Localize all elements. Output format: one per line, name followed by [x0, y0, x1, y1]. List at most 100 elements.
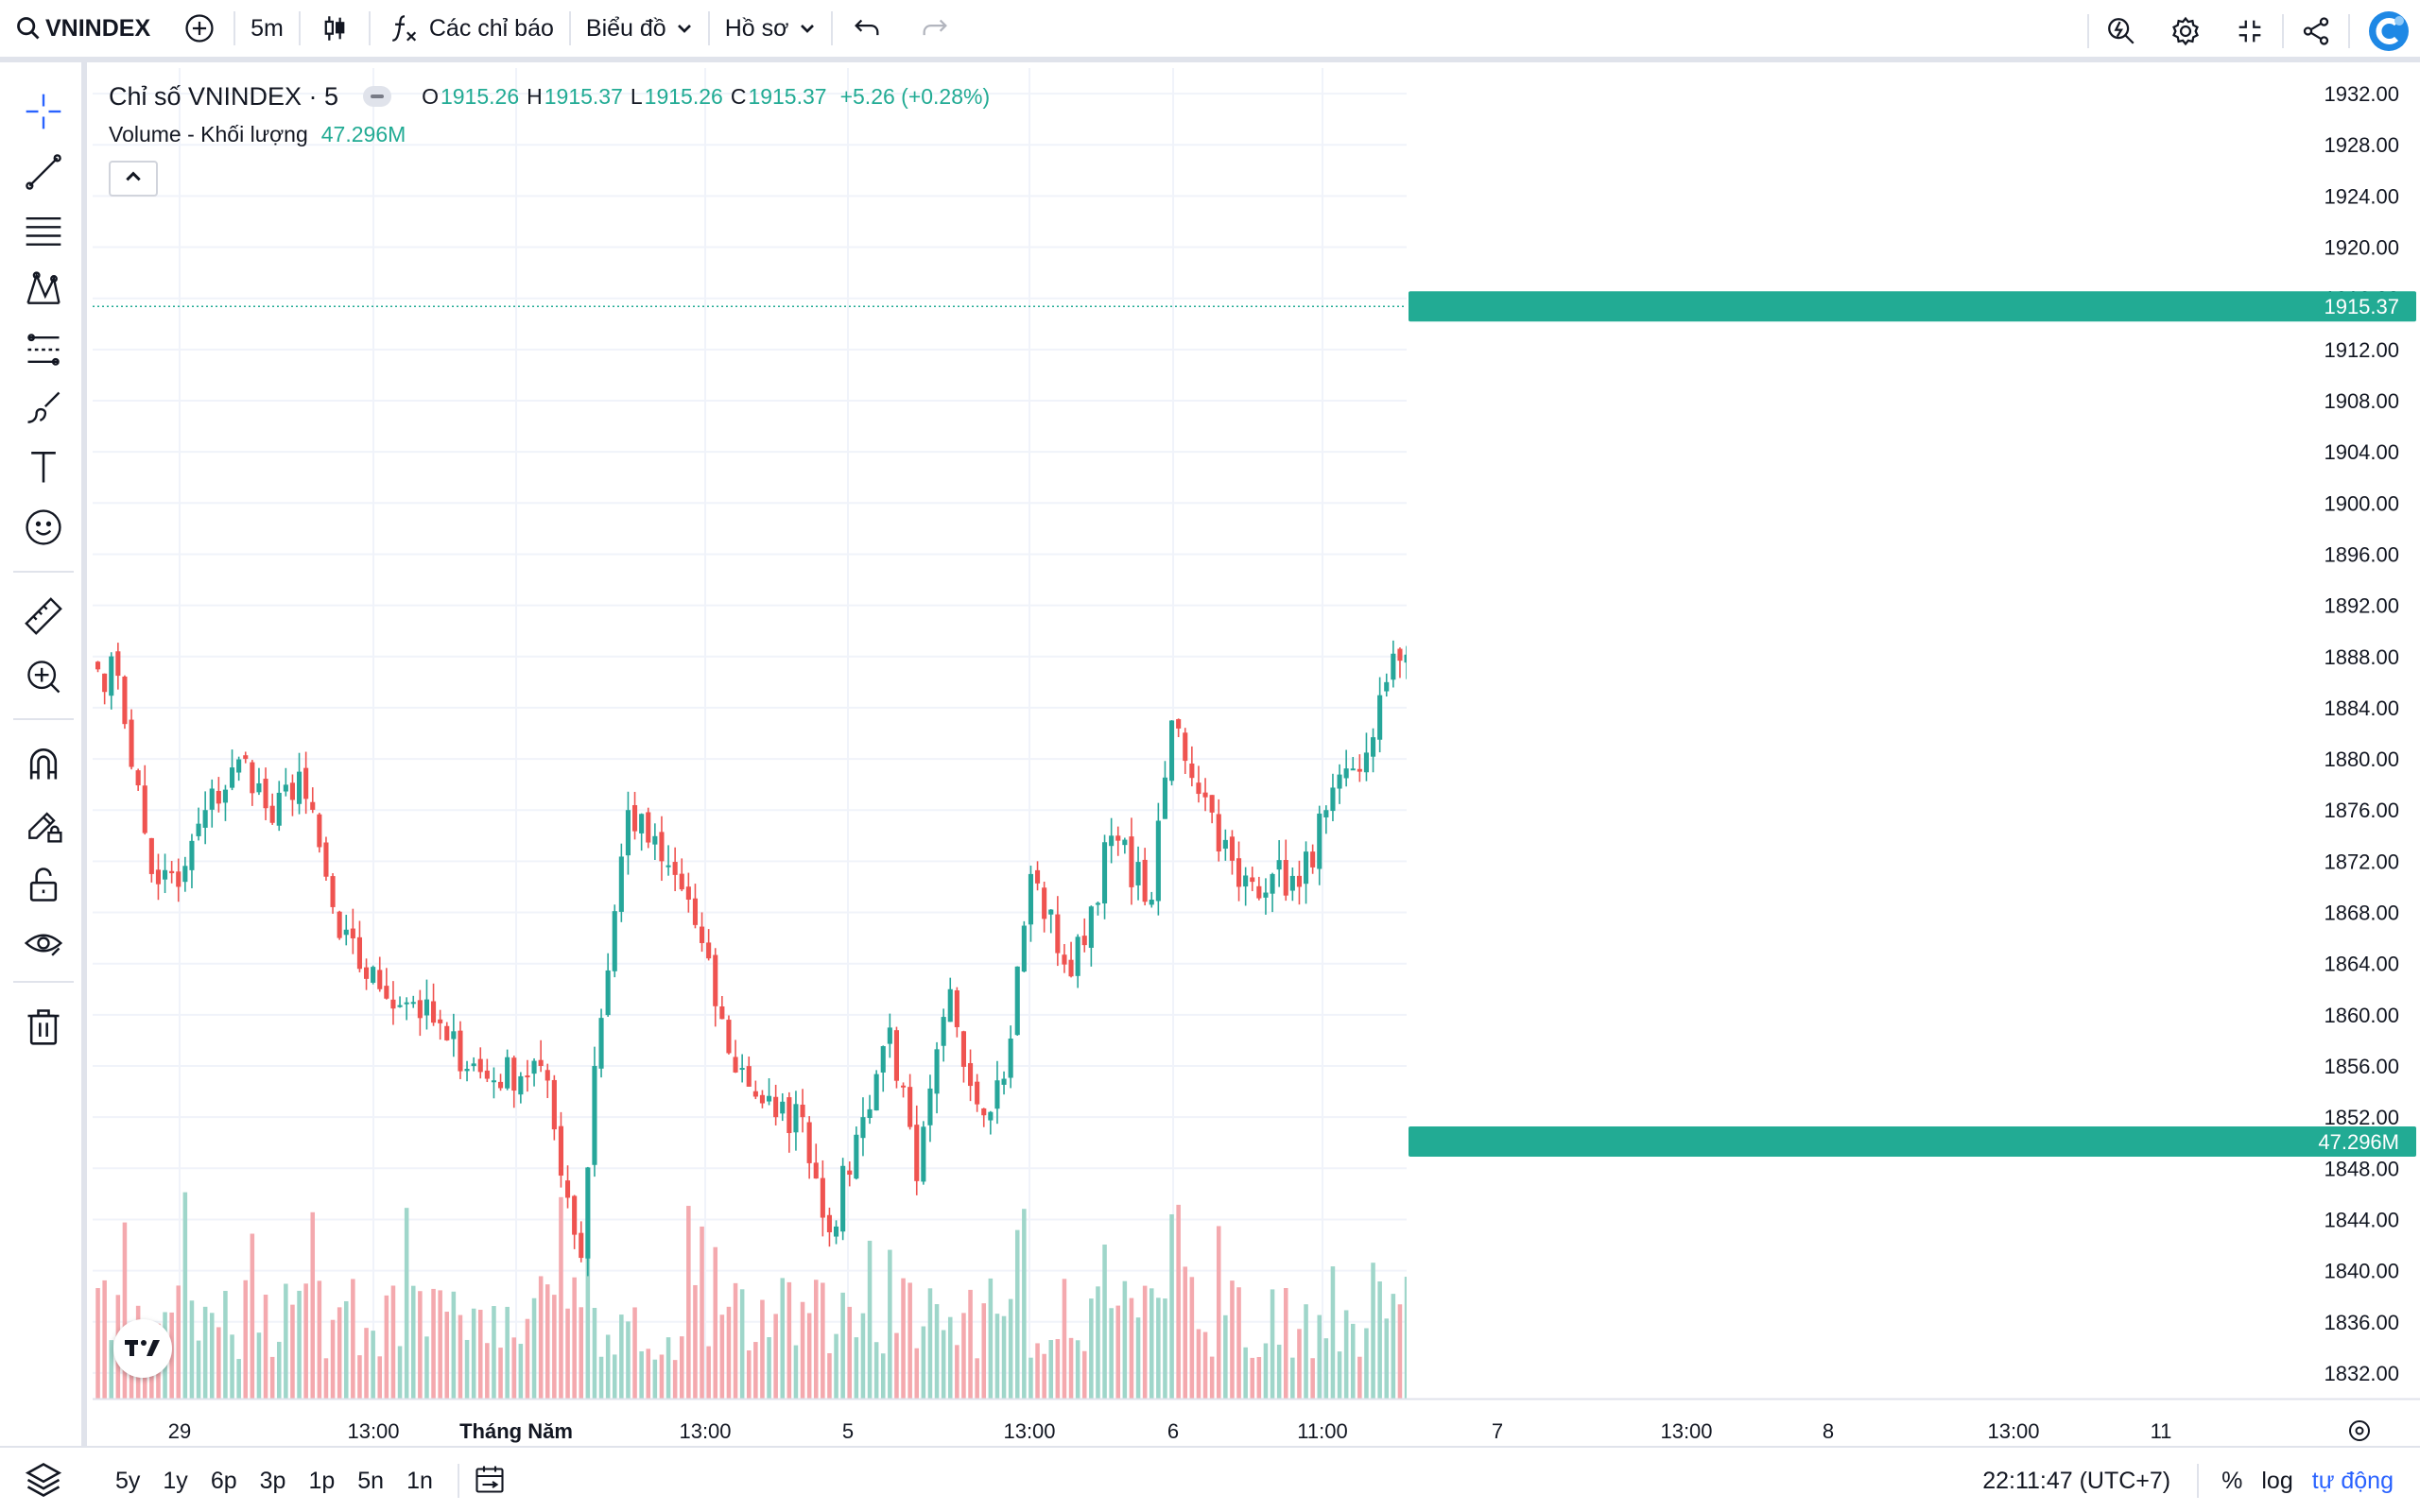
crosshair-icon[interactable] [17, 85, 70, 138]
calendar-icon[interactable] [473, 1462, 507, 1501]
lock-drawing-icon[interactable] [17, 798, 70, 850]
candle-body [625, 810, 631, 856]
y-tick-label: 1844.00 [2324, 1208, 2399, 1231]
volume-bar [585, 1222, 591, 1399]
unlock-icon[interactable] [17, 858, 70, 911]
candle-body [471, 1063, 476, 1067]
candle-body [692, 898, 699, 925]
volume-bar [1297, 1329, 1302, 1399]
candle-body [840, 1165, 846, 1232]
volume-bar [605, 1334, 611, 1399]
volume-bar [390, 1285, 396, 1399]
volume-bar [565, 1308, 570, 1399]
candle-body [679, 873, 684, 890]
interval-button[interactable]: 5m [235, 0, 299, 60]
volume-bar [1250, 1357, 1255, 1399]
eye-icon[interactable] [17, 917, 70, 970]
volume-bar [626, 1321, 631, 1399]
brand-logo[interactable] [2367, 9, 2411, 53]
volume-bar [1371, 1263, 1375, 1399]
candle-body [269, 805, 275, 823]
y-tick-label: 1900.00 [2324, 491, 2399, 515]
candle-body [430, 1001, 437, 1023]
clock-label[interactable]: 22:11:47 (UTC+7) [1982, 1467, 2171, 1494]
auto-scale-toggle[interactable]: tự động [2311, 1467, 2394, 1494]
indicators-label: Các chỉ báo [428, 14, 554, 42]
emoji-icon[interactable] [17, 501, 70, 554]
range-1d[interactable]: 1n [406, 1467, 433, 1494]
candle-body [854, 1134, 859, 1179]
text-icon[interactable] [17, 440, 70, 493]
brush-icon[interactable] [17, 382, 70, 435]
chart-pane[interactable]: 1832.00 1836.00 1840.00 1844.00 1848.00 1852.… [93, 68, 2420, 1452]
pattern-icon[interactable] [17, 263, 70, 316]
candle-body [162, 869, 168, 880]
volume-bar [988, 1278, 994, 1399]
quick-search-icon[interactable] [2102, 12, 2140, 50]
fib-icon[interactable] [17, 204, 70, 257]
ruler-icon[interactable] [17, 590, 70, 643]
volume-bar [1163, 1298, 1167, 1399]
candle-body [310, 801, 316, 810]
candle-body [746, 1066, 752, 1087]
redo-icon [916, 9, 954, 47]
fullscreen-icon[interactable] [2231, 12, 2269, 50]
indicators-button[interactable]: Các chỉ báo [371, 0, 569, 60]
chart-menu-button[interactable]: Biểu đồ [571, 0, 708, 60]
candle-body [941, 1017, 946, 1046]
zoom-in-icon[interactable] [17, 650, 70, 703]
chart-style-button[interactable] [301, 0, 369, 60]
volume-bar [1236, 1287, 1241, 1399]
candle-body [1028, 873, 1034, 925]
hide-series-button[interactable] [363, 86, 392, 107]
projection-icon[interactable] [17, 323, 70, 376]
collapse-legend-button[interactable] [109, 161, 158, 197]
symbol-label: VNINDEX [45, 14, 151, 42]
add-symbol-button[interactable] [165, 0, 233, 60]
layers-icon[interactable] [23, 1459, 64, 1505]
range-1y[interactable]: 1y [163, 1467, 188, 1494]
candle-body [759, 1094, 766, 1104]
log-toggle[interactable]: log [2261, 1467, 2293, 1494]
volume-bar [1156, 1297, 1161, 1399]
candle-body [323, 842, 329, 877]
range-1m[interactable]: 1p [308, 1467, 336, 1494]
volume-bar [1081, 1350, 1087, 1399]
volume-bar [297, 1290, 302, 1399]
trash-icon[interactable] [17, 1000, 70, 1053]
drawing-toolbar [0, 62, 87, 1452]
volume-bar [290, 1304, 295, 1399]
y-tick-label: 1836.00 [2324, 1311, 2399, 1334]
tradingview-logo[interactable] [113, 1319, 172, 1378]
range-5d[interactable]: 5n [357, 1467, 385, 1494]
range-3m[interactable]: 3p [259, 1467, 286, 1494]
y-tick-label: 1924.00 [2324, 184, 2399, 208]
volume-bar [317, 1280, 322, 1399]
candle-body [706, 942, 712, 959]
share-icon[interactable] [2297, 12, 2335, 50]
volume-bar [236, 1359, 241, 1399]
trend-line-icon[interactable] [17, 146, 70, 198]
volume-bar [1048, 1340, 1054, 1399]
magnet-icon[interactable] [17, 737, 70, 790]
axis-settings-ring [2349, 1420, 2370, 1441]
candle-body [887, 1027, 892, 1044]
volume-bar [880, 1353, 886, 1399]
symbol-search[interactable]: VNINDEX [0, 0, 165, 60]
candle-body [229, 767, 235, 788]
undo-button[interactable] [833, 0, 901, 60]
candle-body [1216, 814, 1221, 851]
settings-icon[interactable] [2167, 12, 2204, 50]
candle-body [155, 869, 162, 885]
price-chart[interactable]: 1832.00 1836.00 1840.00 1844.00 1848.00 1852.… [93, 68, 2420, 1452]
candle-body [491, 1080, 497, 1083]
range-5y[interactable]: 5y [115, 1467, 141, 1494]
percent-toggle[interactable]: % [2221, 1467, 2243, 1494]
candle-body [752, 1091, 758, 1097]
range-6m[interactable]: 6p [210, 1467, 237, 1494]
volume-bar [1310, 1358, 1315, 1399]
redo-button[interactable] [901, 0, 969, 60]
volume-bar [1089, 1298, 1094, 1399]
volume-bar [873, 1342, 879, 1399]
profile-menu-button[interactable]: Hồ sơ [710, 0, 831, 60]
